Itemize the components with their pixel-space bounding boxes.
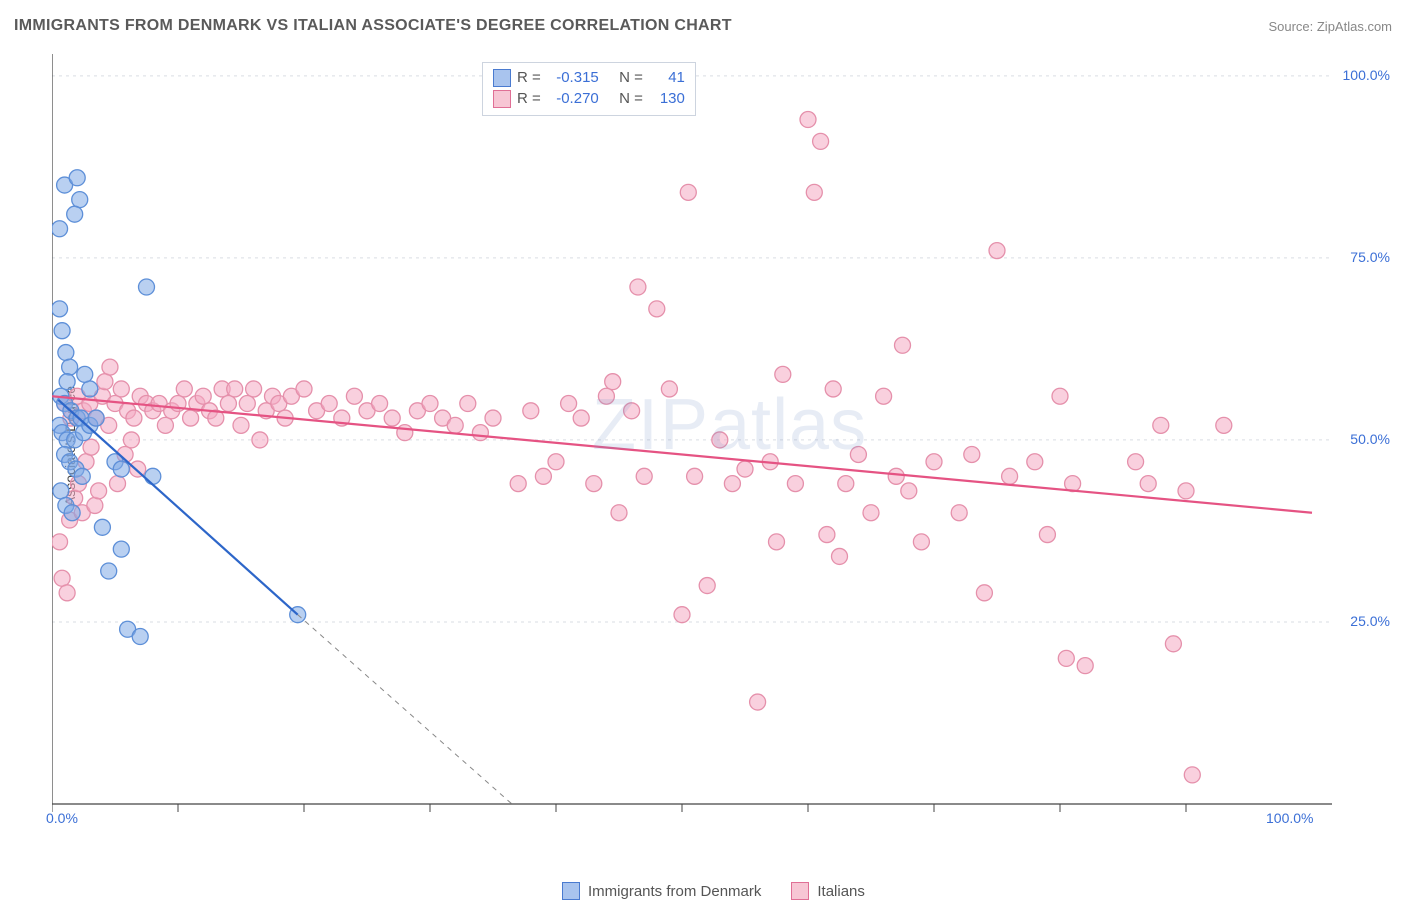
r-label: R = [517,88,541,109]
x-tick-label: 0.0% [46,810,78,826]
chart-container: IMMIGRANTS FROM DENMARK VS ITALIAN ASSOC… [0,0,1406,892]
title-bar: IMMIGRANTS FROM DENMARK VS ITALIAN ASSOC… [14,14,1392,38]
chart-title: IMMIGRANTS FROM DENMARK VS ITALIAN ASSOC… [14,17,732,35]
swatch-denmark-icon [493,69,511,87]
scatter-plot-svg [52,54,1332,824]
legend-swatch-italians-icon [791,882,809,900]
n-value-italians: 130 [651,88,685,109]
info-row-denmark: R = -0.315 N = 41 [493,67,685,88]
legend-item-denmark: Immigrants from Denmark [562,882,761,900]
y-tick-label: 100.0% [1343,67,1390,83]
r-value-italians: -0.270 [549,88,599,109]
y-tick-label: 50.0% [1350,431,1390,447]
x-tick-label: 100.0% [1266,810,1313,826]
correlation-info-box: R = -0.315 N = 41 R = -0.270 N = 130 [482,62,696,116]
legend-item-italians: Italians [791,882,865,900]
swatch-italians-icon [493,90,511,108]
r-value-denmark: -0.315 [549,67,599,88]
n-label: N = [619,88,643,109]
legend-label-italians: Italians [817,883,865,900]
y-tick-label: 75.0% [1350,249,1390,265]
n-label: N = [619,67,643,88]
source-label: Source: ZipAtlas.com [1268,19,1392,34]
legend: Immigrants from Denmark Italians [562,882,865,900]
n-value-denmark: 41 [651,67,685,88]
legend-swatch-denmark-icon [562,882,580,900]
plot-area: ZIPatlas R =-0.315 N =41R =-0.270 N =130… [52,54,1332,824]
y-tick-label: 25.0% [1350,613,1390,629]
series-italians [52,112,1232,783]
r-label: R = [517,67,541,88]
legend-label-denmark: Immigrants from Denmark [588,883,761,900]
info-row-italians: R = -0.270 N = 130 [493,88,685,109]
